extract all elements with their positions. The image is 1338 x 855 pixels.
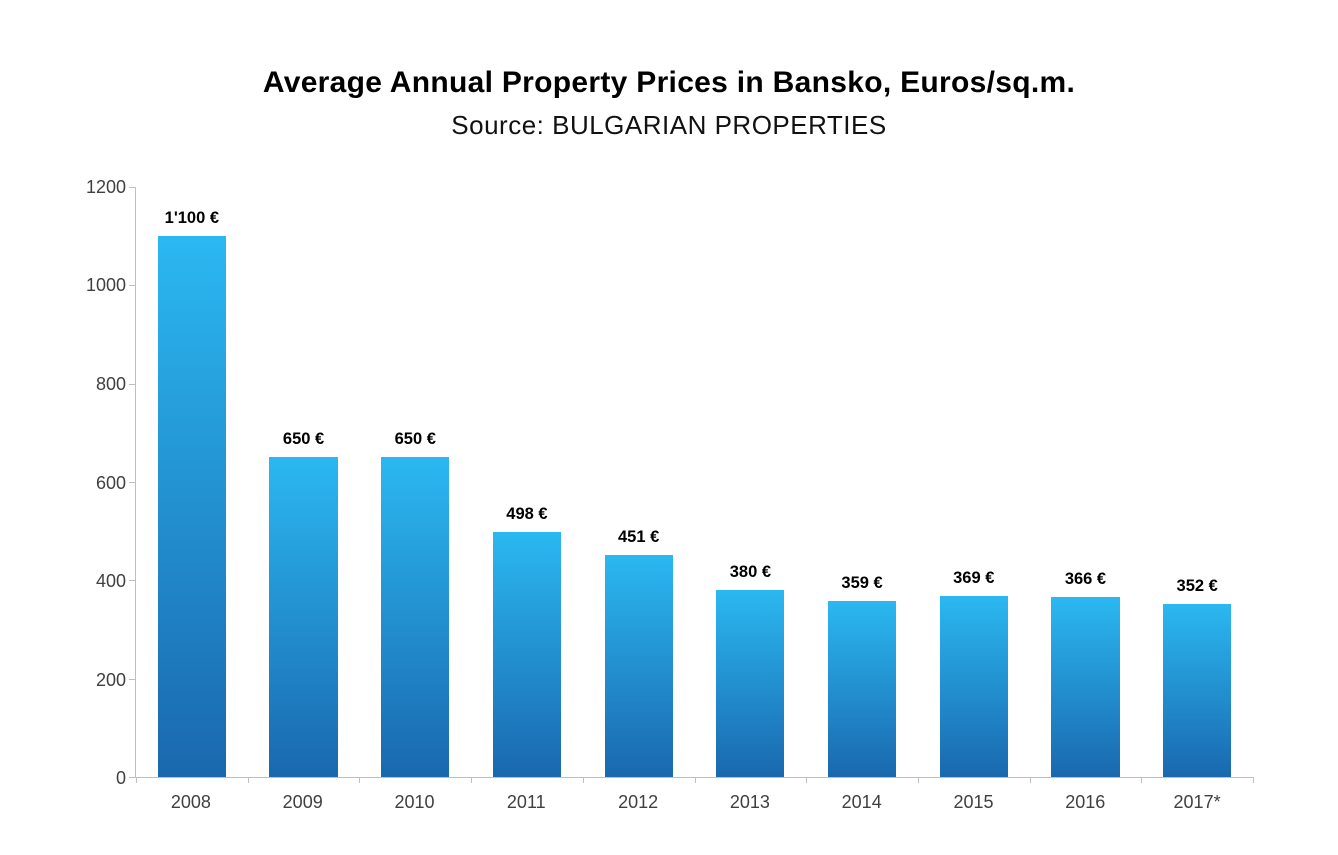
y-tick-label: 800 <box>95 373 126 394</box>
bar-slot: 352 € <box>1141 187 1253 777</box>
x-tick-mark <box>359 777 361 783</box>
bar-slot: 451 € <box>583 187 695 777</box>
bar-slot: 498 € <box>471 187 583 777</box>
bar-value-label: 650 € <box>394 430 436 449</box>
x-tick-label: 2010 <box>394 792 435 812</box>
bar-value-label: 380 € <box>729 563 772 582</box>
bar-value-label: 369 € <box>953 568 995 587</box>
bar-value-label: 359 € <box>841 573 883 592</box>
y-tick-label: 200 <box>95 669 126 690</box>
x-axis-labels: 2008 2009 2010 2011 2012 2013 2014 2015 2016 2017… <box>135 792 1253 813</box>
x-tick-mark <box>1029 777 1031 783</box>
y-tick-mark <box>129 285 135 287</box>
bar-2017*: 352 € <box>1163 577 1232 777</box>
x-tick-mark <box>471 777 473 783</box>
bar-2012: 451 € <box>604 528 673 777</box>
x-tick-label: 2014 <box>841 792 882 812</box>
bar-slot: 650 € <box>359 187 471 777</box>
bar-2015: 369 € <box>939 569 1008 777</box>
y-tick-mark <box>129 187 135 188</box>
x-tick-label: 2016 <box>1065 792 1106 812</box>
y-tick-label: 400 <box>95 570 126 591</box>
bar-2008: 1'100 € <box>157 209 226 777</box>
bar-value-label: 366 € <box>1064 570 1107 589</box>
x-tick-label: 2008 <box>170 792 211 812</box>
bar-slot: 369 € <box>918 187 1030 777</box>
x-tick-label: 2017* <box>1173 792 1221 812</box>
chart-subtitle: Source: BULGARIAN PROPERTIES <box>451 110 887 140</box>
bar-2014: 359 € <box>828 574 897 777</box>
x-tick-label: 2011 <box>506 792 546 812</box>
y-tick-label: 0 <box>115 768 126 788</box>
x-tick-mark <box>1253 777 1254 783</box>
y-tick-mark <box>129 383 135 385</box>
bar-2016: 366 € <box>1051 570 1120 777</box>
x-tick-mark <box>136 777 137 783</box>
plot-area: 1'100 € 650 € 650 € 498 € 451 € 380 € 359 € 369… <box>129 187 1254 783</box>
y-tick-mark <box>129 580 135 582</box>
bar-value-label: 451 € <box>618 528 660 547</box>
x-tick-mark <box>1141 777 1143 783</box>
bar-slot: 359 € <box>806 187 918 777</box>
x-tick-label: 2012 <box>618 792 659 812</box>
y-tick-label: 1000 <box>85 275 126 296</box>
bar-value-label: 650 € <box>282 430 325 449</box>
x-tick-mark <box>694 777 696 783</box>
bar-value-label: 352 € <box>1176 576 1218 595</box>
y-tick-label: 600 <box>95 472 126 493</box>
x-tick-label: 2013 <box>729 792 770 812</box>
bar-value-label: 1'100 € <box>164 209 220 228</box>
bar-slot: 1'100 € <box>136 187 248 777</box>
x-tick-mark <box>917 777 919 783</box>
bar-slot: 650 € <box>248 187 360 777</box>
x-tick-label: 2009 <box>282 792 323 812</box>
bars-container: 1'100 € 650 € 650 € 498 € 451 € 380 € 359 € 369… <box>136 187 1253 777</box>
bar-slot: 366 € <box>1030 187 1142 777</box>
bar-slot: 380 € <box>695 187 807 777</box>
x-tick-mark <box>582 777 584 783</box>
y-tick-label: 1200 <box>85 177 126 197</box>
bar-2013: 380 € <box>716 563 785 777</box>
x-tick-mark <box>247 777 249 783</box>
chart-title: Average Annual Property Prices in Bansko… <box>262 66 1076 99</box>
bar-2010: 650 € <box>381 430 450 777</box>
y-tick-mark <box>129 482 135 483</box>
y-tick-mark <box>129 678 135 680</box>
x-tick-label: 2015 <box>953 792 994 812</box>
y-axis-labels: 0 200 400 600 800 1000 1200 <box>40 177 126 788</box>
bar-2009: 650 € <box>269 430 338 777</box>
bar-value-label: 498 € <box>506 505 548 524</box>
y-tick-mark <box>129 777 135 778</box>
bar-2011: 498 € <box>492 505 562 777</box>
x-tick-mark <box>806 777 808 783</box>
